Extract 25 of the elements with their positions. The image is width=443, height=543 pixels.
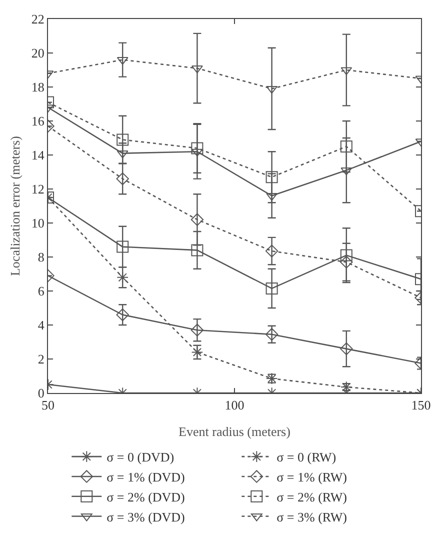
y-tick-label: 22	[31, 12, 44, 27]
y-tick-label: 16	[31, 114, 45, 129]
y-tick-label: 14	[31, 148, 45, 163]
y-tick-label: 2	[38, 352, 44, 367]
y-tick-label: 4	[38, 318, 45, 333]
x-tick-label: 100	[224, 398, 244, 413]
y-axis-title: Localization error (meters)	[7, 136, 22, 276]
y-tick-label: 6	[38, 284, 45, 299]
y-tick-label: 20	[31, 46, 44, 61]
legend-label: σ = 0 (RW)	[276, 450, 336, 465]
x-tick-label: 150	[411, 398, 431, 413]
x-axis-title: Event radius (meters)	[178, 424, 290, 440]
legend-label: σ = 0 (DVD)	[106, 450, 174, 465]
x-tick-label: 50	[42, 398, 54, 413]
legend-label: σ = 1% (DVD)	[106, 470, 185, 485]
legend-label: σ = 1% (RW)	[276, 470, 347, 485]
y-tick-label: 10	[31, 216, 44, 231]
legend-label: σ = 2% (RW)	[276, 489, 347, 504]
legend-label: σ = 2% (DVD)	[106, 489, 185, 504]
y-tick-label: 18	[31, 80, 44, 95]
y-tick-label: 8	[38, 250, 44, 265]
y-tick-label: 0	[38, 386, 44, 401]
legend-label: σ = 3% (DVD)	[106, 509, 185, 524]
y-tick-label: 12	[31, 182, 44, 197]
legend-label: σ = 3% (RW)	[276, 509, 347, 524]
